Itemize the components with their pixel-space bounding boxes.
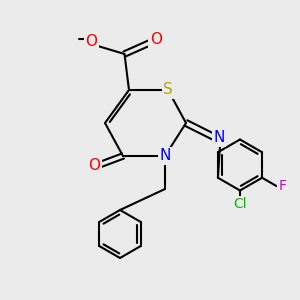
Text: N: N bbox=[213, 130, 225, 146]
Text: Cl: Cl bbox=[233, 197, 247, 211]
Text: S: S bbox=[163, 82, 173, 98]
Text: O: O bbox=[85, 34, 98, 50]
Text: F: F bbox=[278, 179, 286, 193]
Text: O: O bbox=[88, 158, 101, 172]
Text: O: O bbox=[150, 32, 162, 46]
Text: N: N bbox=[159, 148, 171, 164]
